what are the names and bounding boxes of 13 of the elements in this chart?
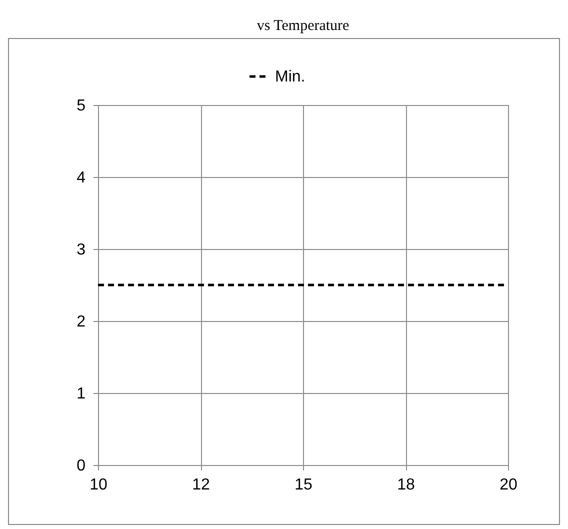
y-tick-label: 4 xyxy=(76,170,86,186)
x-tick-label: 12 xyxy=(192,476,210,494)
y-tick-label: 1 xyxy=(76,386,86,402)
y-tick-label: 3 xyxy=(76,242,86,258)
x-tick-label: 20 xyxy=(500,476,518,494)
x-tick-label: 10 xyxy=(90,476,108,494)
x-tick-label: 15 xyxy=(294,476,312,494)
x-tick-label: 18 xyxy=(397,476,415,494)
y-tick-label: 0 xyxy=(76,458,86,474)
y-tick-label: 2 xyxy=(76,314,86,330)
legend-label: Min. xyxy=(275,68,306,86)
y-tick-label: 5 xyxy=(76,98,86,114)
chart-title: vs Temperature xyxy=(256,18,350,34)
